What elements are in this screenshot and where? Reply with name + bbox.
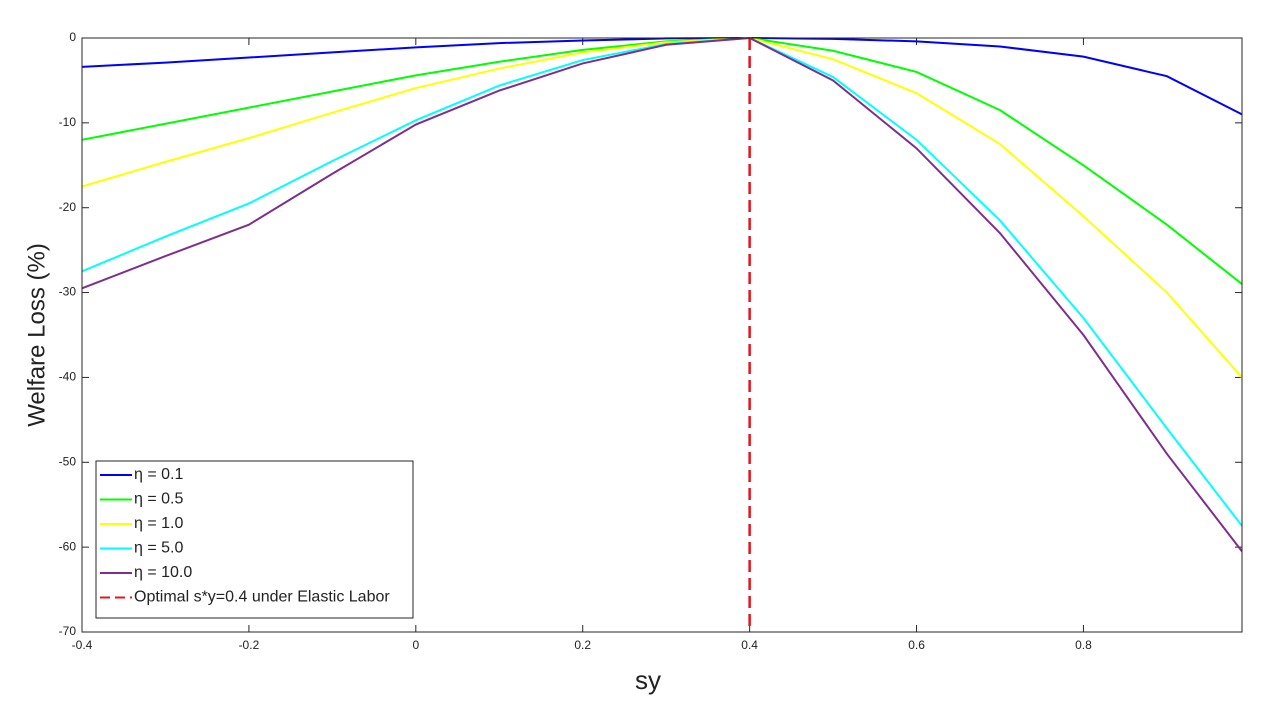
legend-label: Optimal s*y=0.4 under Elastic Labor xyxy=(134,589,390,606)
y-tick-label: -30 xyxy=(59,285,77,299)
x-tick-label: -0.4 xyxy=(72,638,93,652)
legend-label: η = 1.0 xyxy=(134,515,183,532)
series-line xyxy=(81,36,1243,552)
x-tick-label: -0.2 xyxy=(239,638,260,652)
x-tick-label: 0.2 xyxy=(574,638,591,652)
x-tick-label: 0.6 xyxy=(908,638,925,652)
y-tick-label: -10 xyxy=(59,115,77,129)
plot-frame xyxy=(81,37,1243,633)
x-tick-label: 0 xyxy=(412,638,419,652)
legend-label: η = 0.5 xyxy=(134,491,183,508)
y-tick-label: 0 xyxy=(69,30,76,44)
x-tick-label: 0.4 xyxy=(741,638,758,652)
legend-label: η = 5.0 xyxy=(134,540,183,557)
y-tick-label: -20 xyxy=(59,200,77,214)
y-tick-label: -50 xyxy=(59,454,77,468)
x-tick-label: 0.8 xyxy=(1075,638,1092,652)
y-tick-label: -40 xyxy=(59,370,77,384)
y-tick-label: -60 xyxy=(59,539,77,553)
series-line xyxy=(81,36,1243,379)
legend-label: η = 0.1 xyxy=(134,466,183,483)
x-axis-label: sy xyxy=(635,665,661,695)
y-axis-label: Welfare Loss (%) xyxy=(23,243,50,427)
y-tick-label: -70 xyxy=(59,624,77,638)
legend-label: η = 10.0 xyxy=(134,564,192,581)
legend-box xyxy=(95,460,414,619)
